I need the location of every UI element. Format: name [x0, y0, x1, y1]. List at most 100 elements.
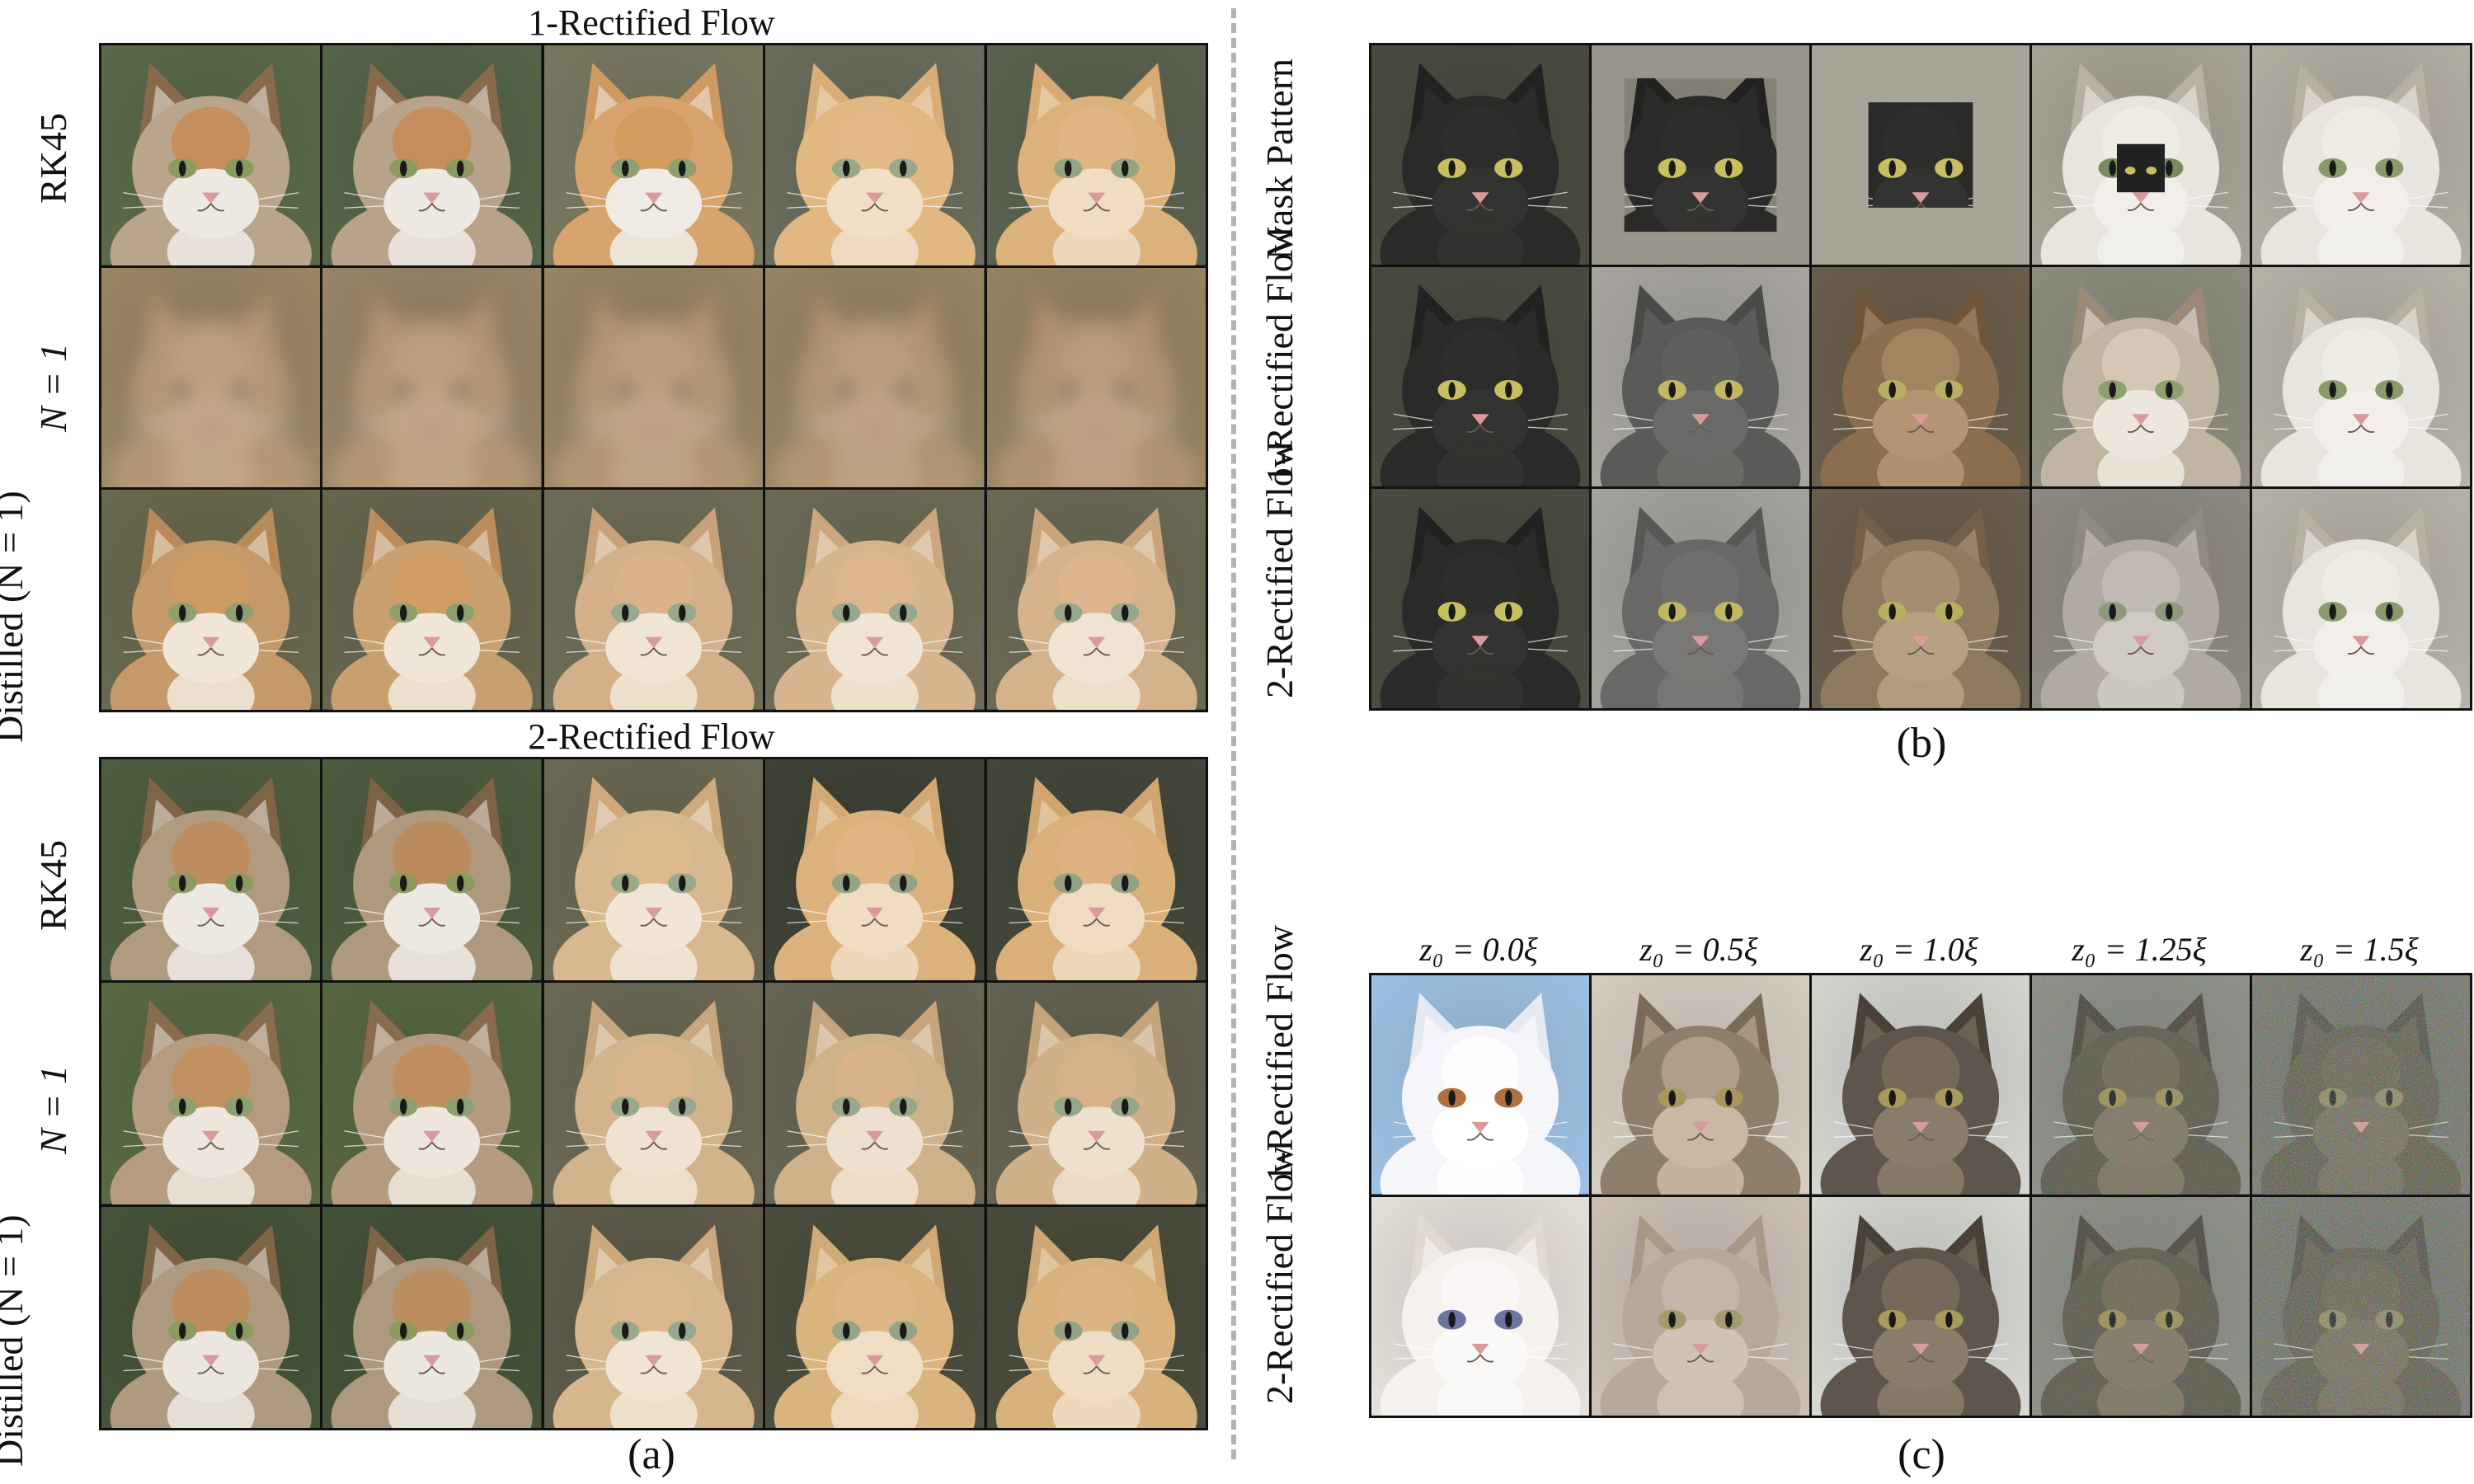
- cat-image: [1812, 1196, 2030, 1416]
- panel-a-bottom-row-label-1: N = 1: [32, 1065, 74, 1154]
- panel-b-image-r0-c0: [1371, 45, 1589, 265]
- panel-a-bottom-image-r0-c3: [765, 759, 985, 981]
- panel-c-image-r0-c1: [1592, 975, 1809, 1195]
- panel-c-image-r0-c2: [1812, 975, 2030, 1195]
- panel-a-bottom-image-r2-c0: [101, 1206, 321, 1428]
- cat-image: [543, 1206, 764, 1428]
- panel-a-top-image-r2-c0: [101, 490, 321, 710]
- panel-c-col-label-2: z₀ = 1.0ξ: [1860, 931, 1978, 968]
- cat-image: [322, 983, 542, 1205]
- cat-image: [543, 983, 764, 1205]
- cat-image: [1812, 975, 2030, 1195]
- cat-image: [765, 983, 985, 1205]
- panel-a-top-image-r1-c2: [543, 267, 764, 488]
- cat-image: [1812, 489, 2030, 708]
- panel-a-bottom-image-r0-c2: [543, 759, 764, 981]
- panel-c-col-label-3: z₀ = 1.25ξ: [2072, 931, 2207, 968]
- panel-a-top-image-r1-c3: [765, 267, 985, 488]
- cat-image: [765, 490, 985, 710]
- panel-a-bottom-image-r2-c3: [765, 1206, 985, 1428]
- panel-a-bottom-row-label-2: Distilled (N = 1): [0, 1214, 31, 1467]
- panel-b-image-r2-c1: [1592, 489, 1809, 708]
- panel-a-top-image-r1-c0: [101, 267, 321, 488]
- panel-c-image-r0-c0: [1371, 975, 1589, 1195]
- panel-a-bottom-image-r0-c1: [322, 759, 542, 981]
- cat-image: [1371, 45, 1589, 265]
- panel-a-bottom-title: 2-Rectified Flow: [528, 716, 775, 757]
- panel-c-col-label-1: z₀ = 0.5ξ: [1639, 931, 1758, 968]
- panel-a-bottom-image-r0-c0: [101, 759, 321, 981]
- panel-a-bottom-image-r1-c0: [101, 983, 321, 1205]
- cat-image: [765, 45, 985, 265]
- panel-c-image-r1-c2: [1812, 1196, 2030, 1416]
- cat-image: [986, 759, 1206, 981]
- cat-image: [101, 490, 321, 710]
- panel-a-top-image-r0-c0: [101, 45, 321, 265]
- panel-c-image-r1-c4: [2252, 1196, 2470, 1416]
- panel-b-caption: (b): [1896, 720, 1947, 767]
- panel-b-image-r1-c1: [1592, 267, 1809, 486]
- panel-b-grid: [1369, 43, 2472, 711]
- cat-image: [322, 1206, 542, 1428]
- cat-image: [1592, 1196, 1809, 1416]
- cat-image: [2252, 489, 2470, 708]
- cat-image: [986, 45, 1206, 265]
- cat-image: [101, 983, 321, 1205]
- panel-c-image-r1-c0: [1371, 1196, 1589, 1416]
- panel-a-bottom-image-r0-c4: [986, 759, 1206, 981]
- panel-b-image-r1-c2: [1812, 267, 2030, 486]
- cat-image: [986, 1206, 1206, 1428]
- panel-b-image-r2-c2: [1812, 489, 2030, 708]
- cat-image: [2252, 1196, 2470, 1416]
- cat-image: [2032, 267, 2250, 486]
- cat-image: [2252, 45, 2470, 265]
- cat-image: [986, 983, 1206, 1205]
- cat-image: [1812, 267, 2030, 486]
- panel-c-row-label-1: 2-Rectified Flow: [1258, 1146, 1300, 1404]
- panel-a-top-grid: [99, 43, 1208, 712]
- cat-image: [101, 45, 321, 265]
- panel-a-top-image-r1-c4: [986, 267, 1206, 488]
- panel-b-image-r1-c4: [2252, 267, 2470, 486]
- panel-a-top-image-r2-c1: [322, 490, 542, 710]
- cat-image: [986, 267, 1206, 488]
- panel-a-top-image-r0-c1: [322, 45, 542, 265]
- panel-a-top-image-r0-c2: [543, 45, 764, 265]
- panel-a-top-row-label-0: RK45: [32, 113, 74, 204]
- panel-c-caption: (c): [1898, 1431, 1945, 1478]
- cat-image: [101, 1206, 321, 1428]
- cat-image: [2252, 975, 2470, 1195]
- panel-b-image-r1-c0: [1371, 267, 1589, 486]
- panel-b-image-r0-c1: [1592, 45, 1809, 265]
- cat-image: [543, 490, 764, 710]
- panel-divider: [1231, 8, 1236, 1459]
- cat-image: [2252, 267, 2470, 486]
- panel-a-bottom-image-r1-c3: [765, 983, 985, 1205]
- panel-c-col-label-0: z₀ = 0.0ξ: [1419, 931, 1538, 968]
- panel-a-caption: (a): [628, 1431, 675, 1478]
- cat-image: [1371, 267, 1589, 486]
- cat-image: [543, 759, 764, 981]
- panel-c-grid: [1369, 973, 2472, 1418]
- cat-image: [765, 267, 985, 488]
- cat-image: [2032, 975, 2250, 1195]
- panel-a-top-title: 1-Rectified Flow: [528, 2, 775, 43]
- panel-a-top-row-label-1: N = 1: [32, 343, 74, 432]
- panel-b-image-r0-c4: [2252, 45, 2470, 265]
- cat-image: [101, 267, 321, 488]
- cat-image: [1592, 267, 1809, 486]
- cat-image: [322, 759, 542, 981]
- cat-image: [322, 45, 542, 265]
- cat-image: [1371, 489, 1589, 708]
- panel-a-bottom-image-r2-c4: [986, 1206, 1206, 1428]
- cat-image: [986, 490, 1206, 710]
- cat-image: [543, 45, 764, 265]
- cat-image: [1592, 489, 1809, 708]
- panel-a-bottom-image-r2-c2: [543, 1206, 764, 1428]
- panel-a-top-image-r1-c1: [322, 267, 542, 488]
- cat-image: [1592, 45, 1809, 265]
- cat-image: [2032, 489, 2250, 708]
- panel-b-row-label-2: 2-Rectified Flow: [1258, 440, 1300, 698]
- panel-a-bottom-grid: [99, 757, 1208, 1430]
- panel-b-image-r0-c3: [2032, 45, 2250, 265]
